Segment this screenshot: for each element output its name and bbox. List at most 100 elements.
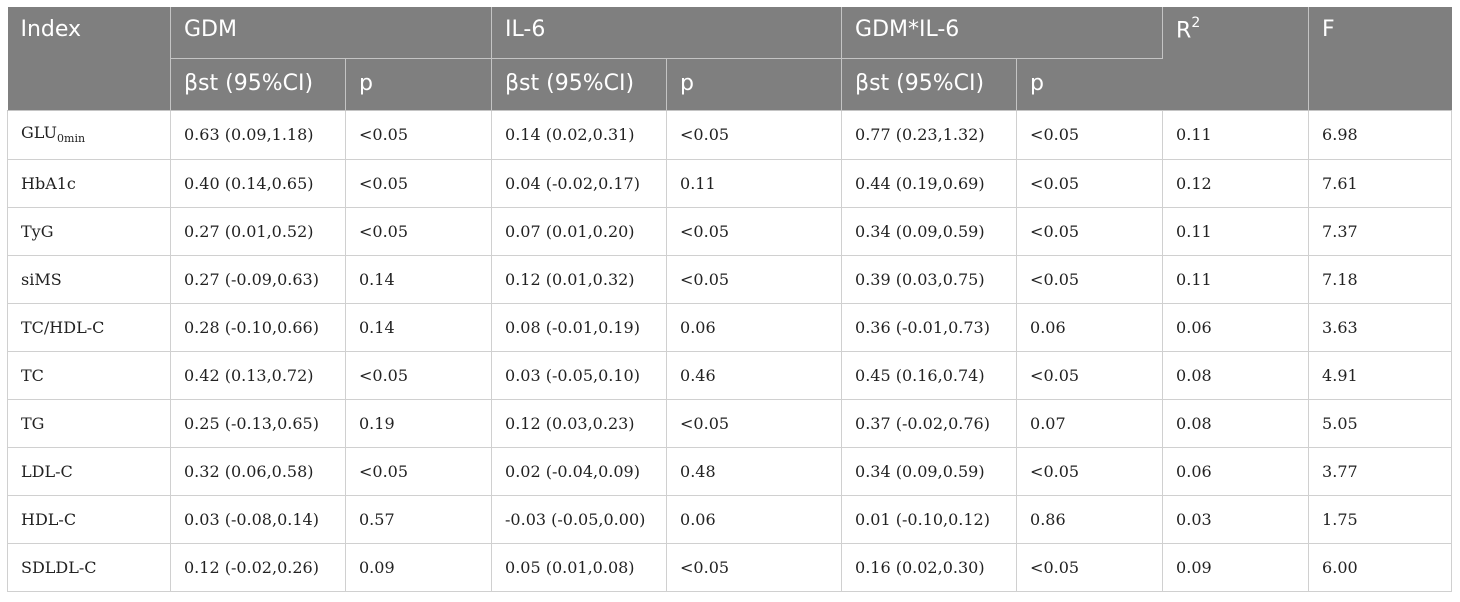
header-group-interaction: GDM*IL-6 xyxy=(841,7,1164,59)
cell-r2: 0.08 xyxy=(1162,399,1310,448)
cell-interaction-p: <0.05 xyxy=(1016,543,1164,592)
cell-r2: 0.11 xyxy=(1162,255,1310,304)
cell-il6-beta: 0.12 (0.01,0.32) xyxy=(491,255,668,304)
cell-gdm-p: <0.05 xyxy=(345,351,493,400)
cell-il6-p: 0.48 xyxy=(666,447,843,496)
header-r2-sup: 2 xyxy=(1191,15,1201,31)
cell-gdm-beta: 0.63 (0.09,1.18) xyxy=(170,110,346,160)
cell-interaction-beta: 0.77 (0.23,1.32) xyxy=(841,110,1018,160)
cell-il6-p: <0.05 xyxy=(666,399,843,448)
cell-gdm-p: 0.14 xyxy=(345,303,493,352)
cell-gdm-p: 0.57 xyxy=(345,495,493,544)
cell-interaction-beta: 0.45 (0.16,0.74) xyxy=(841,351,1018,400)
cell-f: 7.37 xyxy=(1308,207,1453,256)
cell-gdm-beta: 0.12 (-0.02,0.26) xyxy=(170,543,346,592)
cell-f: 6.00 xyxy=(1308,543,1453,592)
cell-f: 7.61 xyxy=(1308,159,1453,208)
table-row: HbA1c 0.40 (0.14,0.65) <0.05 0.04 (-0.02… xyxy=(7,159,1453,208)
cell-interaction-p: <0.05 xyxy=(1016,110,1164,160)
cell-index: HbA1c xyxy=(7,159,171,208)
table-body: GLU0min 0.63 (0.09,1.18) <0.05 0.14 (0.0… xyxy=(7,110,1453,592)
cell-index: SDLDL-C xyxy=(7,543,171,592)
cell-il6-p: 0.46 xyxy=(666,351,843,400)
cell-il6-beta: 0.14 (0.02,0.31) xyxy=(491,110,668,160)
cell-interaction-beta: 0.34 (0.09,0.59) xyxy=(841,447,1018,496)
subheader-interaction-p: p xyxy=(1016,58,1163,111)
cell-f: 6.98 xyxy=(1308,110,1453,160)
table-row: TG 0.25 (-0.13,0.65) 0.19 0.12 (0.03,0.2… xyxy=(7,399,1453,448)
cell-f: 7.18 xyxy=(1308,255,1453,304)
cell-interaction-beta: 0.44 (0.19,0.69) xyxy=(841,159,1018,208)
cell-interaction-p: <0.05 xyxy=(1016,447,1164,496)
cell-interaction-beta: 0.36 (-0.01,0.73) xyxy=(841,303,1018,352)
table-row: HDL-C 0.03 (-0.08,0.14) 0.57 -0.03 (-0.0… xyxy=(7,495,1453,544)
cell-index: siMS xyxy=(7,255,171,304)
cell-r2: 0.06 xyxy=(1162,447,1310,496)
index-label: GLU xyxy=(21,123,58,143)
table-container: Index GDM IL-6 GDM*IL-6 R2 F βst (95%CI)… xyxy=(7,7,1453,592)
cell-interaction-p: 0.86 xyxy=(1016,495,1164,544)
cell-gdm-p: <0.05 xyxy=(345,447,493,496)
cell-interaction-beta: 0.16 (0.02,0.30) xyxy=(841,543,1018,592)
header-index: Index xyxy=(7,7,171,111)
index-subscript: 0min xyxy=(57,132,86,146)
subheader-il6-p: p xyxy=(666,58,843,111)
cell-r2: 0.06 xyxy=(1162,303,1310,352)
regression-table: Index GDM IL-6 GDM*IL-6 R2 F βst (95%CI)… xyxy=(7,7,1453,592)
cell-il6-beta: 0.04 (-0.02,0.17) xyxy=(491,159,668,208)
header-group-gdm: GDM xyxy=(170,7,493,59)
cell-gdm-beta: 0.25 (-0.13,0.65) xyxy=(170,399,346,448)
cell-il6-p: <0.05 xyxy=(666,543,843,592)
cell-il6-beta: -0.03 (-0.05,0.00) xyxy=(491,495,668,544)
cell-gdm-p: 0.19 xyxy=(345,399,493,448)
table-row: LDL-C 0.32 (0.06,0.58) <0.05 0.02 (-0.04… xyxy=(7,447,1453,496)
cell-r2: 0.11 xyxy=(1162,207,1310,256)
table-row: TC 0.42 (0.13,0.72) <0.05 0.03 (-0.05,0.… xyxy=(7,351,1453,400)
cell-index: HDL-C xyxy=(7,495,171,544)
cell-r2: 0.12 xyxy=(1162,159,1310,208)
subheader-interaction-beta: βst (95%CI) xyxy=(841,58,1018,111)
cell-f: 4.91 xyxy=(1308,351,1453,400)
cell-gdm-beta: 0.27 (0.01,0.52) xyxy=(170,207,346,256)
cell-r2: 0.03 xyxy=(1162,495,1310,544)
cell-index: TyG xyxy=(7,207,171,256)
cell-r2: 0.08 xyxy=(1162,351,1310,400)
table-row: TC/HDL-C 0.28 (-0.10,0.66) 0.14 0.08 (-0… xyxy=(7,303,1453,352)
table-row: SDLDL-C 0.12 (-0.02,0.26) 0.09 0.05 (0.0… xyxy=(7,543,1453,592)
table-header: Index GDM IL-6 GDM*IL-6 R2 F βst (95%CI)… xyxy=(7,7,1452,111)
cell-gdm-p: 0.09 xyxy=(345,543,493,592)
header-r2: R2 xyxy=(1162,7,1310,111)
cell-interaction-p: 0.06 xyxy=(1016,303,1164,352)
cell-interaction-beta: 0.37 (-0.02,0.76) xyxy=(841,399,1018,448)
cell-interaction-p: <0.05 xyxy=(1016,207,1164,256)
cell-r2: 0.09 xyxy=(1162,543,1310,592)
cell-il6-p: <0.05 xyxy=(666,255,843,304)
cell-index: LDL-C xyxy=(7,447,171,496)
cell-interaction-p: <0.05 xyxy=(1016,255,1164,304)
cell-gdm-p: <0.05 xyxy=(345,159,493,208)
cell-f: 5.05 xyxy=(1308,399,1453,448)
cell-gdm-beta: 0.27 (-0.09,0.63) xyxy=(170,255,346,304)
cell-interaction-p: 0.07 xyxy=(1016,399,1164,448)
cell-f: 3.77 xyxy=(1308,447,1453,496)
table-row: TyG 0.27 (0.01,0.52) <0.05 0.07 (0.01,0.… xyxy=(7,207,1453,256)
cell-il6-p: 0.06 xyxy=(666,303,843,352)
cell-interaction-p: <0.05 xyxy=(1016,159,1164,208)
header-f: F xyxy=(1308,7,1452,111)
cell-interaction-beta: 0.34 (0.09,0.59) xyxy=(841,207,1018,256)
cell-gdm-beta: 0.03 (-0.08,0.14) xyxy=(170,495,346,544)
table-row: GLU0min 0.63 (0.09,1.18) <0.05 0.14 (0.0… xyxy=(7,110,1453,160)
cell-gdm-p: <0.05 xyxy=(345,207,493,256)
cell-gdm-p: 0.14 xyxy=(345,255,493,304)
cell-il6-beta: 0.05 (0.01,0.08) xyxy=(491,543,668,592)
cell-gdm-beta: 0.40 (0.14,0.65) xyxy=(170,159,346,208)
cell-index: TC xyxy=(7,351,171,400)
subheader-gdm-beta: βst (95%CI) xyxy=(170,58,346,111)
cell-interaction-p: <0.05 xyxy=(1016,351,1164,400)
cell-il6-p: 0.11 xyxy=(666,159,843,208)
cell-r2: 0.11 xyxy=(1162,110,1310,160)
cell-interaction-beta: 0.39 (0.03,0.75) xyxy=(841,255,1018,304)
cell-index: TG xyxy=(7,399,171,448)
cell-il6-beta: 0.02 (-0.04,0.09) xyxy=(491,447,668,496)
cell-f: 1.75 xyxy=(1308,495,1453,544)
